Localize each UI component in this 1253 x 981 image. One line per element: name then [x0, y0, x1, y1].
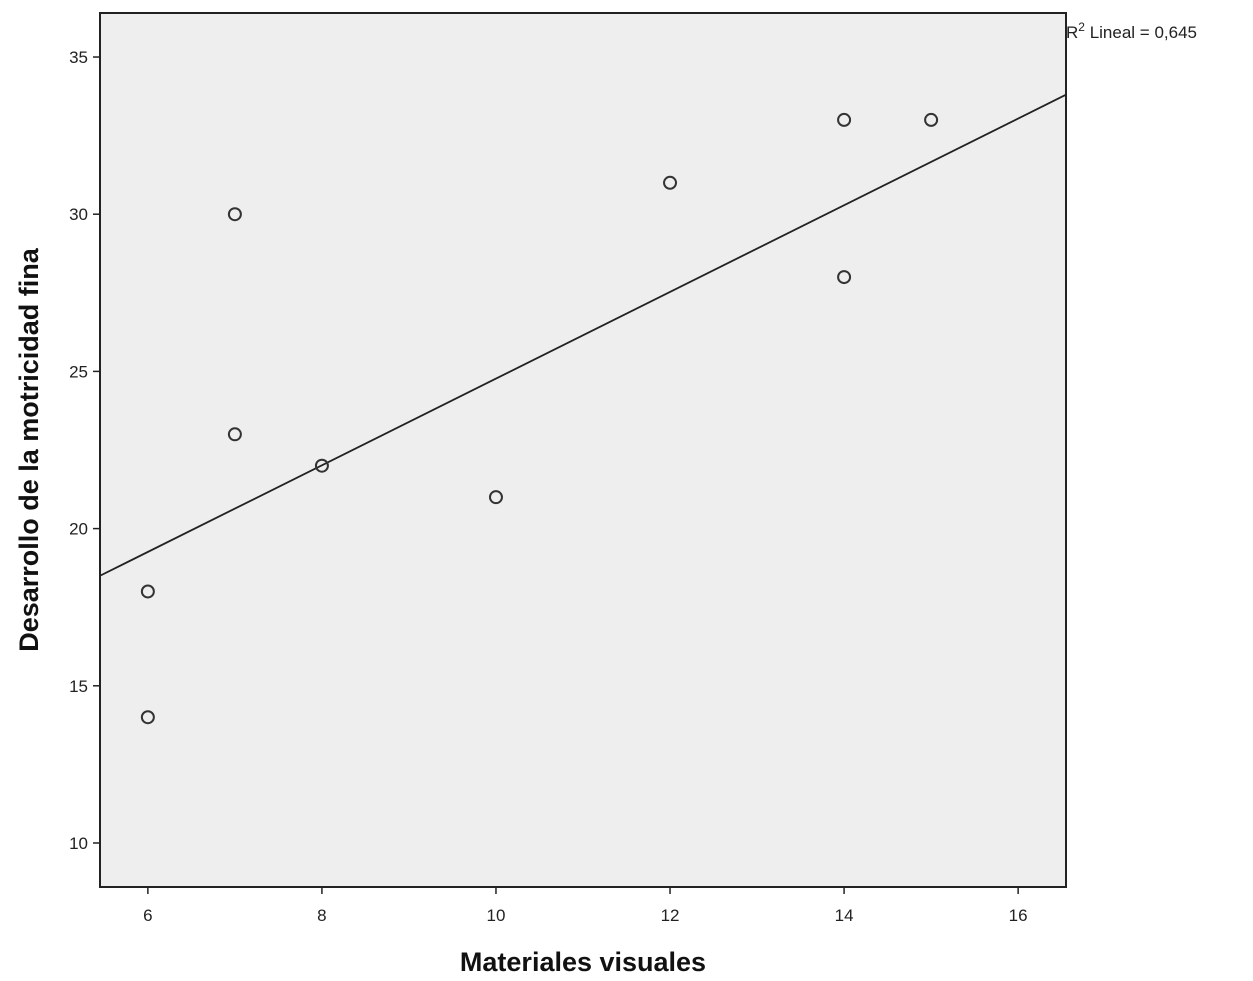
x-tick-label: 8: [317, 906, 326, 925]
x-axis-title: Materiales visuales: [460, 947, 706, 977]
data-point: [663, 175, 678, 190]
y-tick-label: 30: [69, 205, 88, 224]
x-tick-label: 10: [487, 906, 506, 925]
fit-line-layer: [99, 93, 1067, 577]
data-point: [227, 207, 242, 222]
regression-line: [99, 93, 1067, 577]
y-tick-label: 35: [69, 48, 88, 67]
x-tick-label: 16: [1009, 906, 1028, 925]
data-point: [837, 112, 852, 127]
y-tick-label: 25: [69, 362, 88, 381]
y-axis-title: Desarrollo de la motricidad fina: [14, 247, 44, 652]
data-point: [488, 490, 503, 505]
x-tick-label: 6: [143, 906, 152, 925]
data-point: [837, 270, 852, 285]
y-tick-label: 10: [69, 834, 88, 853]
plot-area: [99, 12, 1067, 888]
points-layer: [140, 112, 939, 725]
x-tick-label: 14: [835, 906, 854, 925]
y-tick-label: 15: [69, 677, 88, 696]
r2-label: R2 Lineal = 0,645: [1066, 20, 1197, 42]
r2-superscript: 2: [1078, 20, 1085, 34]
x-tick-label: 12: [661, 906, 680, 925]
x-axis-ticks: 6 8 10 12 14 16: [143, 887, 1028, 925]
data-point: [140, 584, 155, 599]
data-point: [314, 458, 329, 473]
data-point: [924, 112, 939, 127]
data-point: [227, 427, 242, 442]
y-tick-label: 20: [69, 520, 88, 539]
y-axis-ticks: 10 15 20 25 30 35: [69, 48, 100, 853]
data-point: [140, 710, 155, 725]
